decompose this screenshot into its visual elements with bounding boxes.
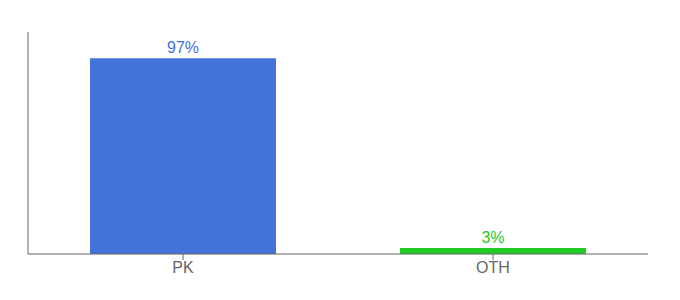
svg-text:3%: 3% bbox=[481, 229, 504, 246]
svg-text:97%: 97% bbox=[167, 39, 199, 56]
svg-text:PK: PK bbox=[172, 259, 194, 276]
svg-text:OTH: OTH bbox=[476, 259, 510, 276]
